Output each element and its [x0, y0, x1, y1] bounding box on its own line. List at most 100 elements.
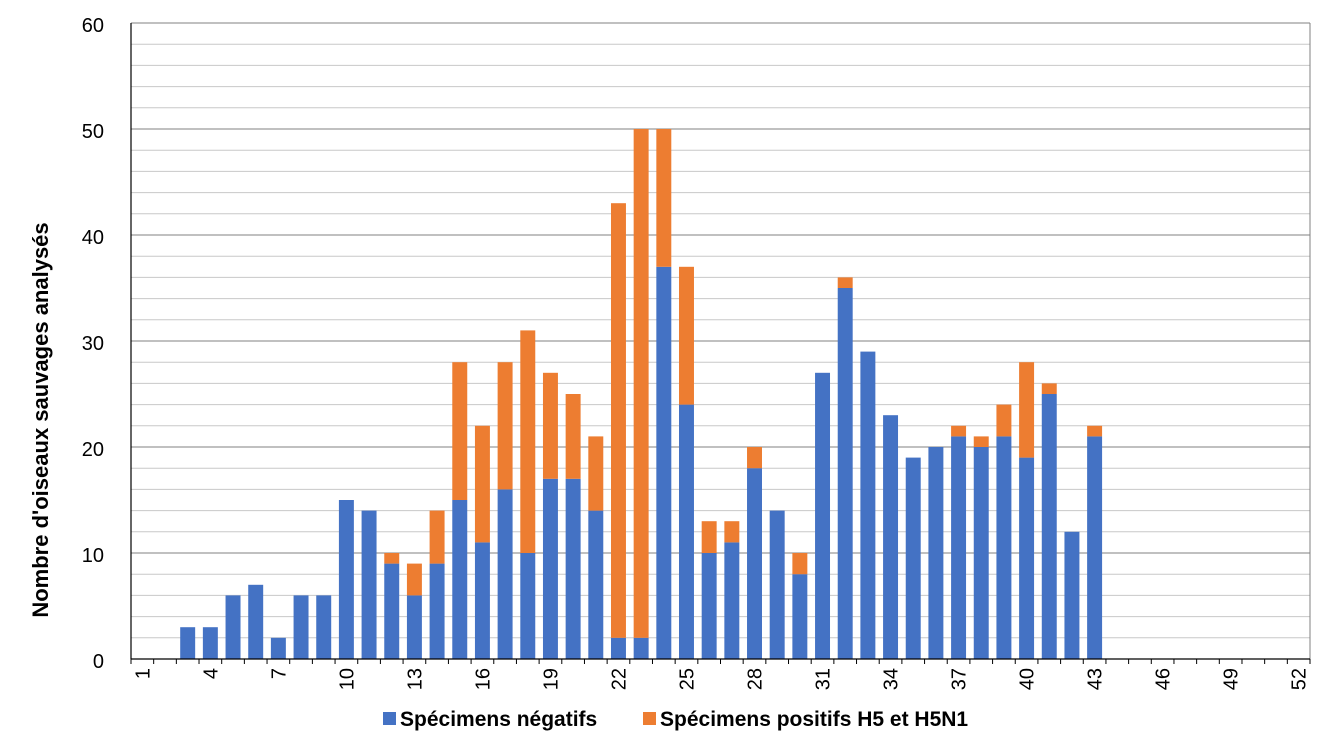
x-tick-label-49: 49 — [1221, 668, 1243, 690]
x-tick-label-7: 7 — [268, 668, 290, 679]
bar-negatifs-week-5 — [225, 595, 241, 659]
bar-positifs-week-32 — [837, 277, 853, 288]
bar-negatifs-week-8 — [293, 595, 309, 659]
bar-negatifs-week-41 — [1041, 394, 1057, 659]
x-tick-label-40: 40 — [1017, 668, 1039, 690]
bar-positifs-week-13 — [406, 563, 422, 596]
bar-negatifs-week-42 — [1064, 531, 1080, 659]
x-tick-label-25: 25 — [676, 668, 698, 690]
bar-negatifs-week-23 — [633, 637, 649, 659]
bar-positifs-week-16 — [474, 425, 490, 543]
y-tick-label-10: 10 — [82, 545, 104, 567]
bar-negatifs-week-9 — [316, 595, 332, 659]
bar-negatifs-week-39 — [996, 436, 1012, 659]
x-tick-label-19: 19 — [540, 668, 562, 690]
bar-negatifs-week-25 — [679, 404, 694, 659]
x-tick-label-46: 46 — [1153, 668, 1175, 690]
bar-negatifs-week-35 — [905, 457, 921, 659]
bar-negatifs-week-24 — [656, 266, 672, 659]
bar-negatifs-week-40 — [1019, 457, 1035, 659]
bar-negatifs-week-36 — [928, 447, 944, 659]
bar-negatifs-week-15 — [452, 500, 468, 659]
y-tick-label-50: 50 — [82, 121, 104, 143]
axes — [130, 22, 1311, 664]
x-tick-label-34: 34 — [881, 668, 903, 690]
bar-negatifs-week-21 — [588, 510, 604, 659]
bar-positifs-week-37 — [951, 425, 967, 437]
bar-negatifs-week-19 — [542, 478, 558, 659]
bar-positifs-week-23 — [633, 129, 649, 638]
bar-negatifs-week-28 — [747, 468, 762, 659]
bar-negatifs-week-16 — [474, 542, 490, 659]
bar-negatifs-week-37 — [951, 436, 967, 659]
bar-positifs-week-15 — [452, 362, 468, 500]
y-tick-label-60: 60 — [82, 15, 104, 37]
bar-positifs-week-27 — [724, 521, 740, 543]
bar-positifs-week-43 — [1087, 425, 1103, 437]
bar-negatifs-week-12 — [384, 563, 400, 659]
x-tick-label-4: 4 — [200, 668, 222, 679]
bar-negatifs-week-27 — [724, 542, 740, 659]
bar-positifs-week-18 — [520, 330, 536, 553]
x-tick-label-31: 31 — [813, 668, 835, 690]
bar-negatifs-week-32 — [837, 288, 853, 659]
y-tick-label-40: 40 — [82, 227, 104, 249]
x-tick-label-1: 1 — [132, 668, 154, 679]
bar-positifs-week-30 — [792, 553, 808, 575]
bar-negatifs-week-30 — [792, 574, 808, 659]
grid-lines — [131, 43, 1310, 639]
bar-negatifs-week-14 — [429, 563, 445, 659]
x-tick-label-28: 28 — [745, 668, 767, 690]
bar-negatifs-week-4 — [202, 627, 218, 659]
legend-label-negatifs: Spécimens négatifs — [400, 708, 597, 731]
bar-negatifs-week-22 — [610, 637, 626, 659]
legend-label-positifs: Spécimens positifs H5 et H5N1 — [660, 708, 968, 731]
bar-negatifs-week-38 — [973, 447, 989, 659]
bar-positifs-week-21 — [588, 436, 604, 511]
bar-negatifs-week-20 — [565, 478, 581, 659]
x-tick-label-22: 22 — [608, 668, 630, 690]
bar-negatifs-week-17 — [497, 489, 513, 659]
bar-negatifs-week-10 — [338, 500, 354, 659]
bar-positifs-week-39 — [996, 404, 1012, 437]
x-tick-labels: 1 4 7 10 13 16 19 22 25 28 31 34 37 40 43 46 49 52 — [132, 668, 1310, 690]
y-tick-labels: 0 10 20 30 40 50 60 — [82, 15, 104, 673]
bar-positifs-week-25 — [679, 266, 694, 405]
x-tick-label-16: 16 — [472, 668, 494, 690]
bar-negatifs-week-29 — [769, 510, 785, 659]
bar-positifs-week-14 — [429, 510, 445, 564]
bar-negatifs-week-34 — [883, 415, 899, 659]
bars — [180, 129, 1103, 659]
bar-positifs-week-28 — [747, 447, 762, 469]
bar-positifs-week-38 — [973, 436, 989, 447]
y-axis-label: Nombre d'oiseaux sauvages analysés — [28, 222, 53, 617]
legend: Spécimens négatifs Spécimens positifs H5… — [383, 708, 968, 731]
bar-positifs-week-20 — [565, 394, 581, 479]
bar-negatifs-week-26 — [701, 553, 717, 659]
bar-positifs-week-22 — [610, 203, 626, 638]
bar-positifs-week-12 — [384, 553, 400, 564]
bar-negatifs-week-6 — [248, 584, 264, 659]
x-tick-label-13: 13 — [404, 668, 426, 690]
legend-swatch-positifs — [643, 712, 656, 725]
bar-negatifs-week-13 — [406, 595, 422, 659]
legend-swatch-negatifs — [383, 712, 396, 725]
bar-positifs-week-19 — [542, 372, 558, 479]
bar-negatifs-week-18 — [520, 553, 536, 659]
bar-negatifs-week-3 — [180, 627, 196, 659]
y-tick-label-30: 30 — [82, 333, 104, 355]
bar-negatifs-week-31 — [815, 372, 831, 659]
x-tick-label-10: 10 — [336, 668, 358, 690]
bar-negatifs-week-7 — [270, 637, 286, 659]
bar-negatifs-week-11 — [361, 510, 377, 659]
y-tick-label-0: 0 — [93, 651, 104, 673]
x-tick-label-52: 52 — [1289, 668, 1311, 690]
bar-positifs-week-26 — [701, 521, 717, 553]
x-tick-label-43: 43 — [1085, 668, 1107, 690]
bar-positifs-week-40 — [1019, 362, 1035, 458]
bar-negatifs-week-43 — [1087, 436, 1103, 659]
y-tick-label-20: 20 — [82, 439, 104, 461]
x-tick-label-37: 37 — [949, 668, 971, 690]
bar-negatifs-week-33 — [860, 351, 876, 659]
